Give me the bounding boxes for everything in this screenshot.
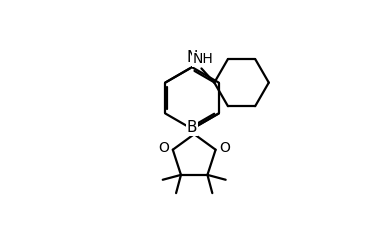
Text: B: B [187, 120, 197, 135]
Text: O: O [158, 141, 169, 155]
Text: NH: NH [193, 52, 214, 66]
Text: N: N [186, 50, 198, 65]
Text: O: O [219, 141, 230, 155]
